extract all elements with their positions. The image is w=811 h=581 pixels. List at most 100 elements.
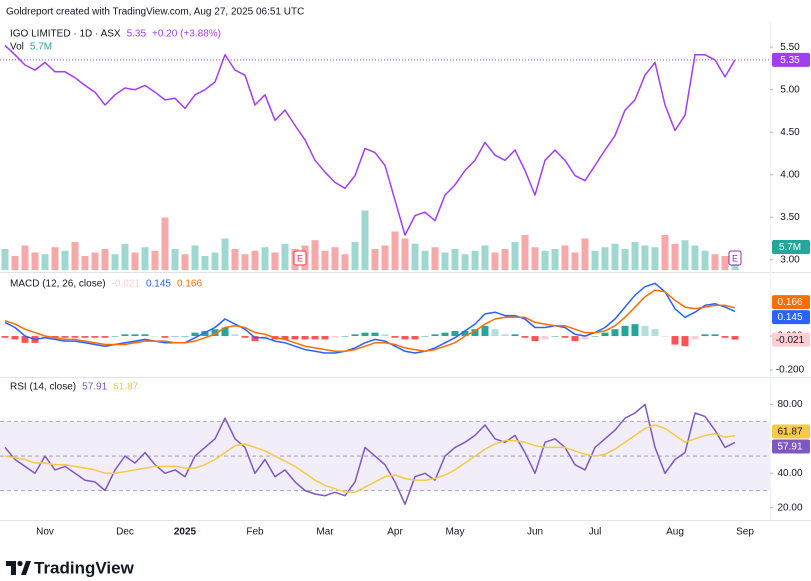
histogram-bar <box>641 325 649 337</box>
volume-bar <box>41 254 49 270</box>
volume-bar <box>471 250 479 270</box>
logo-slash <box>21 561 31 575</box>
volume-bar <box>481 245 489 270</box>
histogram-bar <box>691 336 699 340</box>
histogram-bar <box>551 336 559 337</box>
histogram-bar <box>101 336 109 338</box>
histogram-bar <box>221 327 229 337</box>
volume-bar <box>181 254 189 270</box>
event-label: E <box>297 253 303 263</box>
histogram-bar <box>321 336 329 340</box>
histogram-bar <box>511 334 519 337</box>
y-tick-label: 4.50 <box>780 127 800 138</box>
histogram-bar <box>431 334 439 337</box>
histogram-bar <box>141 334 149 337</box>
volume-bar <box>201 256 209 270</box>
volume-bar <box>401 238 409 270</box>
histogram-bar <box>11 336 19 340</box>
volume-bar <box>251 250 259 270</box>
y-tick-label: 80.00 <box>777 399 802 410</box>
volume-bar <box>371 249 379 270</box>
volume-bar <box>131 252 139 270</box>
volume-bar <box>521 235 529 270</box>
value-tag <box>772 240 810 254</box>
volume-bar <box>451 249 459 270</box>
value-tag <box>772 52 810 67</box>
x-tick-label: Aug <box>666 527 684 538</box>
volume-bar <box>271 252 279 270</box>
volume-bar <box>381 245 389 270</box>
volume-bar <box>591 250 599 270</box>
volume-bar <box>681 240 689 270</box>
pane <box>0 403 770 506</box>
volume-bar <box>421 250 429 270</box>
volume-bar <box>171 249 179 270</box>
histogram-bar <box>41 336 49 338</box>
volume-bar <box>61 250 69 270</box>
pane <box>1 44 739 270</box>
histogram-bar <box>231 334 239 337</box>
histogram-bar <box>601 332 609 337</box>
volume-bar <box>161 217 169 270</box>
histogram-bar <box>191 332 199 337</box>
volume-bar <box>441 252 449 270</box>
histogram-bar <box>51 336 59 338</box>
volume-bar <box>11 256 19 270</box>
histogram-bar <box>81 336 89 338</box>
volume-bar <box>321 250 329 270</box>
volume-bar <box>151 250 159 270</box>
volume-bar <box>551 249 559 270</box>
volume-bar <box>311 240 319 270</box>
x-tick-label: 2025 <box>174 527 197 538</box>
histogram-bar <box>411 336 419 340</box>
volume-bar <box>531 247 539 270</box>
histogram-bar <box>651 329 659 337</box>
histogram-bar <box>711 334 719 337</box>
volume-bar <box>461 254 469 270</box>
histogram-bar <box>621 325 629 337</box>
value-tag <box>772 439 810 454</box>
volume-bar <box>21 245 29 270</box>
legend-value: 61.87 <box>113 382 138 393</box>
histogram-bar <box>661 336 669 337</box>
histogram-bar <box>701 334 709 337</box>
volume-bar <box>191 245 199 270</box>
histogram-bar <box>501 334 509 337</box>
histogram-bar <box>251 336 259 342</box>
volume-bar <box>641 245 649 270</box>
histogram-bar <box>591 336 599 337</box>
volume-bar <box>671 243 679 270</box>
legend-title: MACD (12, 26, close) <box>10 279 106 290</box>
volume-bar <box>581 238 589 270</box>
series-line <box>4 282 736 354</box>
volume-bar <box>541 250 549 270</box>
histogram-bar <box>391 336 399 338</box>
series-line <box>4 424 736 494</box>
y-tick-label: 3.50 <box>780 212 800 223</box>
volume-bar <box>111 254 119 270</box>
histogram-bar <box>281 336 289 340</box>
volume-bar <box>691 245 699 270</box>
histogram-bar <box>121 334 129 337</box>
histogram-bar <box>521 336 529 338</box>
histogram-bar <box>211 329 219 337</box>
histogram-bar <box>311 336 319 340</box>
histogram-bar <box>291 336 299 340</box>
histogram-bar <box>381 334 389 337</box>
legend-title: IGO LIMITED · 1D · ASX <box>10 29 121 40</box>
histogram-bar <box>541 336 549 340</box>
volume-bar <box>661 235 669 270</box>
volume-bar <box>341 254 349 270</box>
histogram-bar <box>181 336 189 337</box>
volume-bar <box>231 249 239 270</box>
footer-brand: TradingView <box>34 558 135 577</box>
histogram-bar <box>671 336 679 345</box>
value-tag <box>772 295 810 310</box>
legend-value: 5.7M <box>30 42 52 53</box>
histogram-bar <box>171 336 179 337</box>
volume-bar <box>701 250 709 270</box>
volume-bar <box>101 249 109 270</box>
volume-bar <box>91 252 99 270</box>
value-tag-label: -0.021 <box>776 335 805 346</box>
volume-bar <box>491 252 499 270</box>
